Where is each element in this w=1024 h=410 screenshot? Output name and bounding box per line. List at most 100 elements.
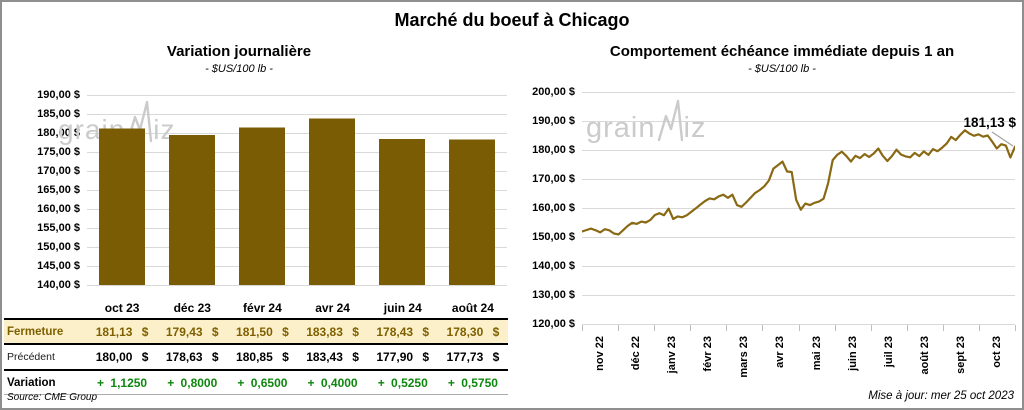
table-cell: 181,13 $	[95, 324, 149, 339]
y-axis-tick-label: 160,00 $	[37, 203, 80, 215]
last-price-label: 181,13 $	[963, 115, 1016, 130]
x-axis-tick	[726, 325, 728, 331]
update-note: Mise à jour: mer 25 oct 2023	[868, 390, 1014, 402]
table-cell: + 0,5250	[377, 375, 428, 390]
y-axis-tick-label: 145,00 $	[37, 260, 80, 272]
gridline	[87, 285, 507, 286]
x-axis-tick	[978, 325, 980, 331]
row-label-variation: Variation	[7, 376, 56, 389]
y-axis-tick-label: 200,00 $	[532, 86, 575, 98]
gridline	[87, 228, 507, 229]
table-cell: + 0,5750	[447, 375, 498, 390]
column-header: déc 23	[173, 301, 211, 315]
table-cell: 181,50 $	[236, 324, 289, 339]
gridline	[582, 237, 1015, 238]
watermark-text-grain: grain	[586, 112, 656, 144]
column-header: août 24	[451, 301, 494, 315]
bar-août 24	[449, 139, 495, 285]
right-chart-subtitle: - $US/100 lb -	[748, 63, 816, 75]
source-note: Source: CME Group	[7, 392, 98, 403]
y-axis-tick-label: 130,00 $	[532, 289, 575, 301]
gridline	[582, 324, 1015, 325]
y-axis-tick-label: 155,00 $	[37, 222, 80, 234]
x-axis-tick	[906, 325, 908, 331]
y-axis-tick-label: 140,00 $	[532, 260, 575, 272]
x-axis-month-label: déc 22	[630, 336, 643, 371]
y-axis-tick-label: 185,00 $	[37, 108, 80, 120]
table-row-fermeture: Fermeture 181,13 $ 179,43 $ 181,50 $ 183,83…	[4, 318, 508, 345]
gridline	[87, 171, 507, 172]
table-cell: + 1,1250	[97, 375, 148, 390]
y-axis-tick-label: 140,00 $	[37, 279, 80, 291]
gridline	[582, 92, 1015, 93]
x-axis-month-label: mars 23	[738, 336, 751, 378]
table-cell: + 0,6500	[237, 375, 288, 390]
left-y-axis: 190,00 $ 185,00 $ 180,00 $ 175,00 $ 170,00 $…	[4, 2, 80, 408]
y-axis-tick-label: 180,00 $	[37, 127, 80, 139]
x-axis-tick	[1015, 325, 1016, 331]
table-cell: 178,30 $	[446, 324, 500, 339]
x-axis-tick	[690, 325, 692, 331]
gridline	[87, 190, 507, 191]
page-title: Marché du boeuf à Chicago	[394, 10, 630, 30]
y-axis-tick-label: 120,00 $	[532, 318, 575, 330]
watermark-zigzag-icon	[657, 99, 683, 142]
y-axis-tick-label: 170,00 $	[37, 165, 80, 177]
price-line	[582, 129, 1015, 236]
x-axis-tick	[798, 325, 800, 331]
table-cell: 178,63 $	[165, 350, 219, 364]
gridline	[87, 114, 507, 115]
column-header: févr 24	[243, 301, 282, 315]
x-axis-month-label: mai 23	[810, 336, 823, 371]
gridline	[87, 152, 507, 153]
x-axis-tick	[654, 325, 656, 331]
right-y-axis: 200,00 $ 190,00 $ 180,00 $ 170,00 $ 160,00 $…	[505, 2, 575, 408]
right-chart-title: Comportement échéance immédiate depuis 1…	[609, 43, 955, 60]
table-cell: + 0,8000	[167, 375, 218, 390]
y-axis-tick-label: 190,00 $	[37, 89, 80, 101]
table-header-row: oct 23 déc 23 févr 24 avr 24 juin 24 août 24	[4, 298, 508, 318]
y-axis-tick-label: 150,00 $	[532, 231, 575, 243]
left-chart-subtitle: - $US/100 lb -	[205, 63, 273, 75]
table-cell: 179,43 $	[165, 324, 219, 339]
x-axis-tick	[834, 325, 836, 331]
bar-chart-plot	[87, 95, 507, 286]
table-cell: 180,00 $	[95, 350, 149, 364]
y-axis-tick-label: 170,00 $	[532, 173, 575, 185]
table-cell: + 0,4000	[307, 375, 358, 390]
gridline	[582, 295, 1015, 296]
gridline	[582, 150, 1015, 151]
annotation-leader-line	[991, 131, 1014, 147]
x-axis-month-label: janv 23	[666, 336, 679, 374]
x-axis-tick	[618, 325, 620, 331]
y-axis-tick-label: 150,00 $	[37, 241, 80, 253]
table-cell: 183,83 $	[306, 324, 359, 339]
table-cell: 183,43 $	[306, 350, 359, 364]
x-axis-month-label: oct 23	[990, 336, 1003, 368]
x-axis-month-label: nov 22	[594, 336, 607, 371]
gridline	[87, 209, 507, 210]
y-axis-tick-label: 175,00 $	[37, 146, 80, 158]
table-cell: 178,43 $	[376, 324, 430, 339]
line-series	[582, 129, 1015, 236]
column-header: oct 23	[104, 301, 140, 315]
bar-févr 24	[239, 127, 285, 285]
table-row-precedent: Précédent 180,00 $ 178,63 $ 180,85 $ 183,43…	[4, 345, 508, 371]
gridline	[582, 179, 1015, 180]
gridline	[582, 208, 1015, 209]
bar-series	[99, 118, 495, 285]
left-chart-title: Variation journalière	[166, 43, 312, 60]
line-chart-plot	[582, 92, 1015, 325]
x-axis-month-label: juin 23	[846, 336, 859, 371]
x-axis-month-label: sept 23	[954, 336, 967, 374]
bar-oct 23	[99, 128, 145, 285]
bar-déc 23	[169, 135, 215, 285]
x-axis-tick	[582, 325, 583, 331]
price-table: oct 23 déc 23 févr 24 avr 24 juin 24 août 24 …	[4, 298, 508, 395]
x-axis-tick	[762, 325, 764, 331]
y-axis-tick-label: 190,00 $	[532, 115, 575, 127]
table-cell: 180,85 $	[236, 350, 289, 364]
gridline	[582, 121, 1015, 122]
bar-avr 24	[309, 118, 355, 285]
